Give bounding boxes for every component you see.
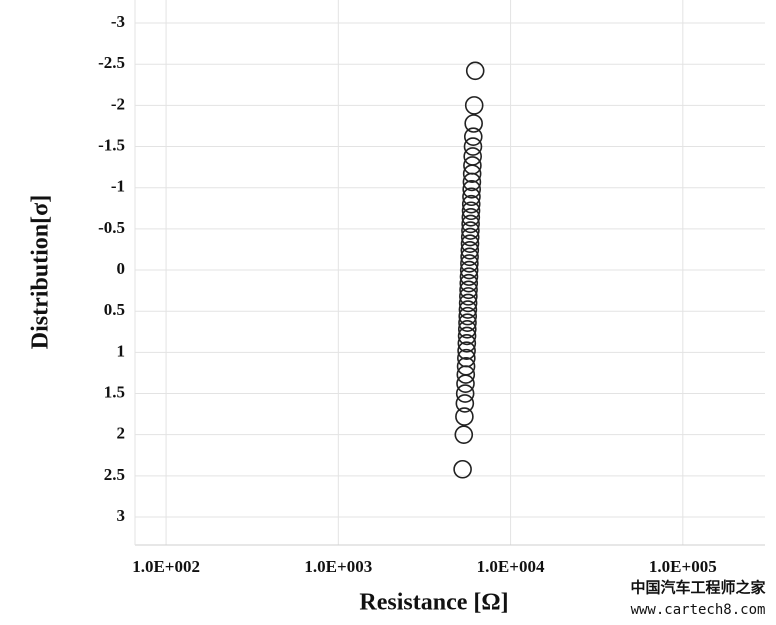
point [457, 341, 476, 361]
point [456, 374, 475, 393]
y-tick-label: -1.5 [98, 135, 125, 154]
point [464, 96, 484, 115]
point [459, 267, 479, 286]
x-tick-label: 1.0E+004 [477, 557, 545, 576]
point [462, 180, 481, 199]
point [455, 407, 474, 426]
watermark-url: www.cartech8.com [631, 602, 766, 618]
point [453, 459, 472, 479]
point [457, 320, 477, 339]
point [460, 247, 479, 267]
point [464, 114, 483, 133]
point [458, 313, 477, 333]
y-tick-label: -1 [111, 177, 125, 196]
y-tick-label: -0.5 [98, 218, 125, 237]
point [465, 61, 485, 81]
point [460, 254, 479, 273]
y-tick-label: 0.5 [104, 300, 125, 319]
point [456, 365, 476, 384]
point [459, 287, 478, 306]
y-tick-label: 3 [117, 506, 126, 525]
point [457, 326, 477, 346]
x-tick-label: 1.0E+002 [132, 557, 200, 576]
point [458, 300, 478, 319]
y-axis-label: Distribution[σ] [28, 195, 54, 349]
point [463, 127, 483, 146]
point [463, 137, 483, 156]
y-tick-label: 2.5 [104, 465, 125, 484]
y-tick-label: -2 [111, 94, 125, 113]
point [457, 334, 477, 353]
y-tick-label: 2 [117, 424, 126, 443]
point [459, 280, 478, 300]
point [462, 187, 481, 207]
point [458, 306, 478, 326]
point [462, 172, 482, 192]
point [455, 394, 475, 413]
point [459, 260, 479, 280]
point [461, 208, 481, 227]
point [454, 425, 474, 444]
y-tick-label: 1 [117, 341, 126, 360]
point [462, 164, 482, 184]
y-tick-label: -3 [111, 12, 125, 31]
y-tick-label: 1.5 [104, 382, 125, 401]
point [459, 273, 479, 293]
watermark-title: 中国汽车工程师之家 [630, 579, 765, 597]
point [458, 293, 478, 313]
point [461, 214, 480, 234]
point [460, 240, 480, 260]
x-axis-label: Resistance [Ω] [359, 590, 508, 616]
x-tick-label: 1.0E+005 [649, 557, 717, 576]
point [461, 194, 481, 214]
point [455, 384, 475, 403]
point [461, 201, 481, 221]
point [460, 234, 480, 253]
point [460, 227, 480, 247]
x-tick-label: 1.0E+003 [304, 557, 372, 576]
y-tick-label: 0 [117, 259, 126, 278]
y-tick-label: -2.5 [98, 53, 125, 72]
point [461, 221, 480, 240]
